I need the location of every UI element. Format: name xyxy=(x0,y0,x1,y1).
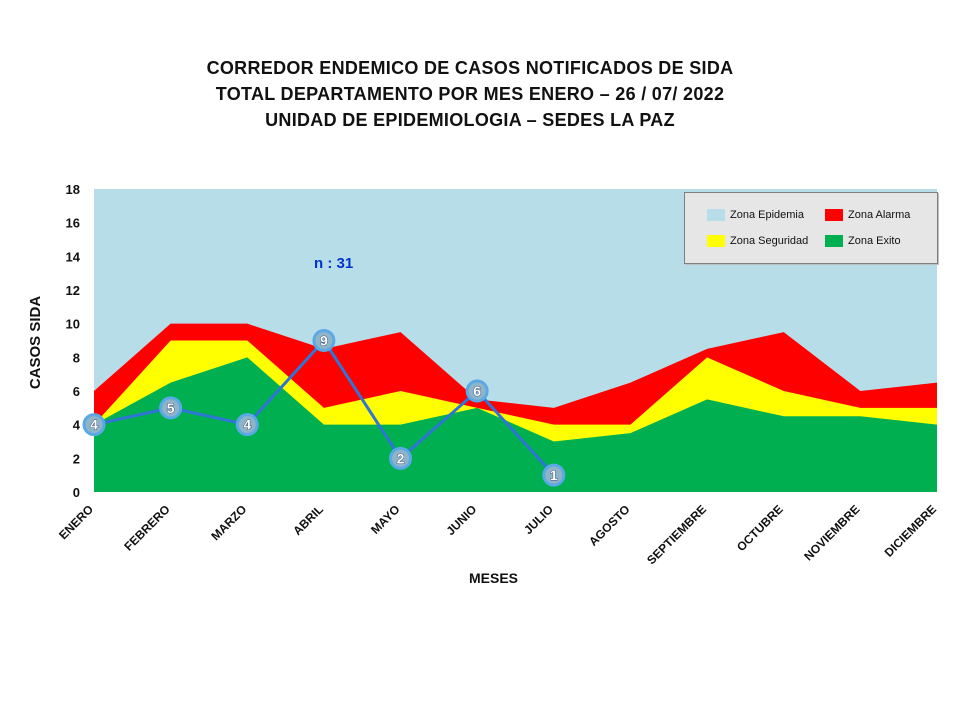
x-tick-label: ENERO xyxy=(56,502,96,542)
cases-point xyxy=(159,396,183,420)
y-tick-label: 10 xyxy=(66,317,80,332)
x-tick-label: DICIEMBRE xyxy=(882,502,940,560)
cases-point xyxy=(235,413,259,437)
cases-data-label: 6 xyxy=(473,383,481,399)
legend-label-exito: Zona Exito xyxy=(848,235,901,247)
x-tick-label: JUNIO xyxy=(443,502,479,538)
legend-swatch-seguridad xyxy=(707,235,725,247)
y-axis-label: CASOS SIDA xyxy=(27,296,44,390)
cases-data-label: 4 xyxy=(243,417,251,433)
y-tick-label: 8 xyxy=(73,350,80,365)
cases-point xyxy=(312,329,336,352)
x-tick-label: AGOSTO xyxy=(586,502,633,549)
chart-title-line-2: TOTAL DEPARTAMENTO POR MES ENERO – 26 / … xyxy=(215,84,725,104)
legend: Zona Epidemia Zona Alarma Zona Seguridad… xyxy=(684,192,938,264)
chart-title-line-3: UNIDAD DE EPIDEMIOLOGIA – SEDES LA PAZ xyxy=(265,110,675,130)
cases-data-label: 2 xyxy=(397,450,405,466)
x-tick-label: MARZO xyxy=(208,502,249,543)
y-tick-label: 18 xyxy=(66,182,80,197)
y-tick-label: 6 xyxy=(73,384,80,399)
x-tick-label: FEBRERO xyxy=(121,502,172,553)
legend-item-seguridad: Zona Seguridad xyxy=(707,235,808,247)
y-tick-label: 12 xyxy=(66,283,80,298)
x-tick-label: SEPTIEMBRE xyxy=(644,502,709,567)
cases-point xyxy=(465,379,489,403)
x-tick-label: JULIO xyxy=(521,502,556,537)
cases-point xyxy=(389,446,413,470)
cases-point xyxy=(542,463,566,487)
cases-data-label: 5 xyxy=(167,400,175,416)
legend-item-exito: Zona Exito xyxy=(825,235,901,247)
cases-data-label: 1 xyxy=(550,467,558,483)
x-tick-label: OCTUBRE xyxy=(734,502,786,554)
legend-swatch-exito xyxy=(825,235,843,247)
y-tick-label: 14 xyxy=(66,249,81,264)
y-tick-label: 2 xyxy=(73,451,80,466)
y-tick-label: 4 xyxy=(73,418,81,433)
x-axis-label: MESES xyxy=(469,570,518,586)
legend-item-alarma: Zona Alarma xyxy=(825,209,910,221)
legend-label-alarma: Zona Alarma xyxy=(848,209,911,221)
legend-label-epidemia: Zona Epidemia xyxy=(730,209,804,221)
zone-exito-area xyxy=(94,357,937,492)
cases-data-label: 4 xyxy=(90,417,98,433)
x-tick-label: NOVIEMBRE xyxy=(801,502,862,563)
legend-label-seguridad: Zona Seguridad xyxy=(730,235,809,247)
x-tick-label: ABRIL xyxy=(290,502,326,538)
legend-swatch-alarma xyxy=(825,209,843,221)
x-tick-label: MAYO xyxy=(368,502,403,537)
legend-swatch-epidemia xyxy=(707,209,725,221)
chart-title-line-1: CORREDOR ENDEMICO DE CASOS NOTIFICADOS D… xyxy=(206,58,734,78)
legend-item-epidemia: Zona Epidemia xyxy=(707,209,804,221)
n-total-annotation: n : 31 xyxy=(314,255,353,272)
y-tick-label: 0 xyxy=(73,485,80,500)
y-tick-label: 16 xyxy=(66,216,80,231)
cases-point xyxy=(82,413,106,437)
cases-data-label: 9 xyxy=(320,333,328,349)
